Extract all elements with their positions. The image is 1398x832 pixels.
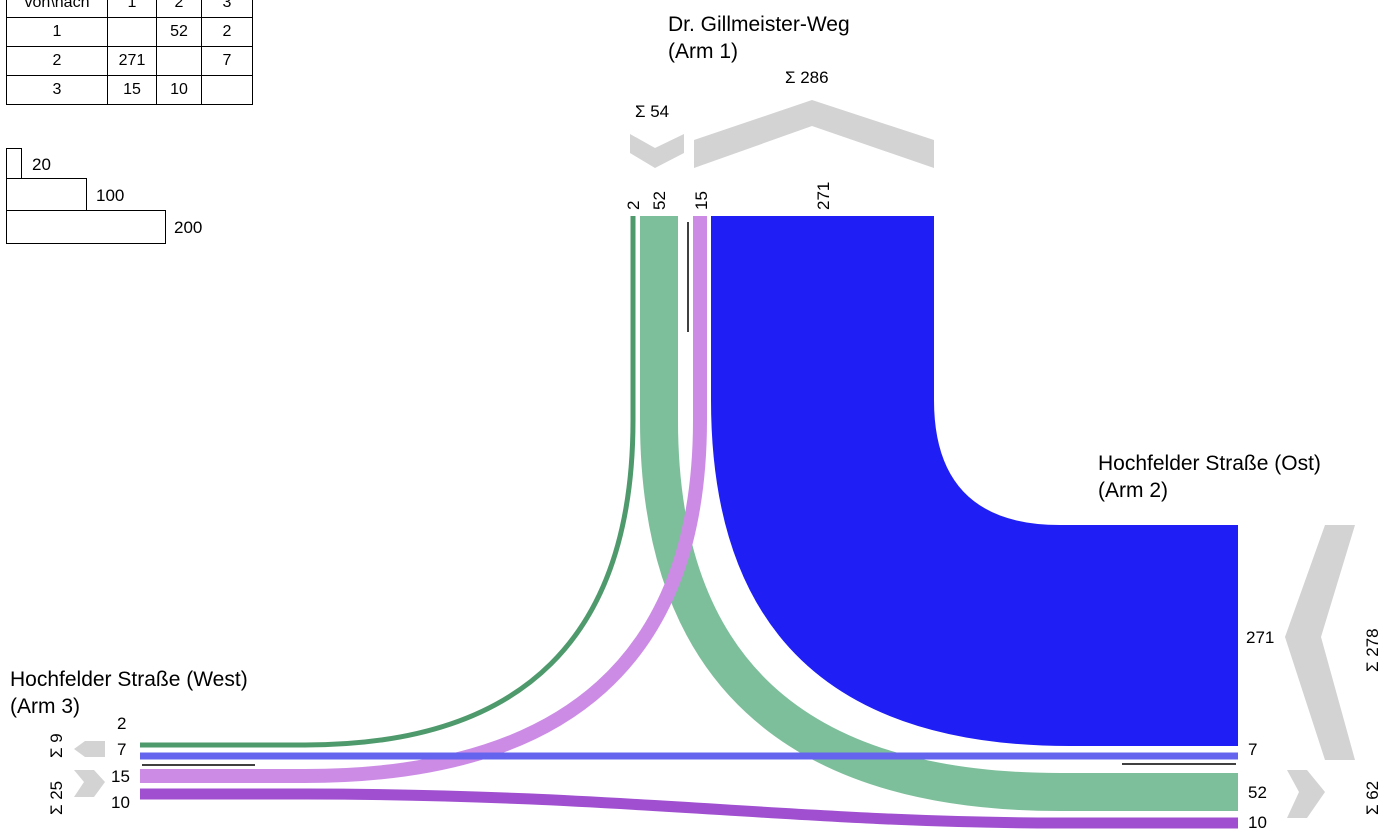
arm2-name: Hochfelder Straße (Ost) <box>1098 452 1321 475</box>
arm1-lane-label: 271 <box>814 182 833 210</box>
arm2-sum-in-label: Σ 278 <box>1363 628 1382 672</box>
arm1-lane-label: 15 <box>692 191 711 210</box>
arm3-lane-label: 15 <box>111 767 130 786</box>
table-cell: 10 <box>156 75 202 105</box>
table-row: 1 52 2 <box>6 17 253 47</box>
arm2-lane-label: 52 <box>1248 783 1267 802</box>
arm2-lane-label: 7 <box>1248 740 1257 759</box>
arm1-sum-in-label: Σ 286 <box>785 68 829 87</box>
flow-arm1-to-arm3 <box>140 216 636 748</box>
arm1-name: Dr. Gillmeister-Weg <box>668 13 850 36</box>
table-cell: 2 <box>201 17 253 47</box>
flow-arm3-to-arm1 <box>140 216 707 783</box>
table-cell: 15 <box>107 75 157 105</box>
scale-label-20: 20 <box>32 155 51 174</box>
flow-arm3-to-arm2 <box>140 788 1238 829</box>
arm3-sum-out-label: Σ 9 <box>47 733 66 758</box>
scale-label-100: 100 <box>96 186 125 205</box>
sum-arrow-arm2-in <box>1285 525 1355 760</box>
flow-arm1-to-arm2 <box>640 216 1238 811</box>
arm1-lane-label: 52 <box>650 191 669 210</box>
sum-arrow-arm2-out <box>1287 770 1325 818</box>
arm3-lane-label: 2 <box>117 714 126 733</box>
arm2-lane-label: 10 <box>1248 813 1267 832</box>
flow-arm2-to-arm1 <box>711 216 1238 746</box>
arm3-arm-label: (Arm 3) <box>10 695 80 718</box>
arm1-lane-label: 2 <box>624 201 643 210</box>
table-cell <box>201 75 253 105</box>
sum-arrow-arm1-in <box>694 100 934 168</box>
arm3-name: Hochfelder Straße (West) <box>10 668 248 691</box>
arm1-arm-label: (Arm 1) <box>668 40 738 63</box>
sum-arrow-arm3-out <box>74 741 105 757</box>
scale-label-200: 200 <box>174 218 203 237</box>
arm2-sum-out-label: Σ 62 <box>1363 781 1382 815</box>
arm3-sum-in-label: Σ 25 <box>47 781 66 815</box>
scale-box-200 <box>6 210 166 244</box>
table-cell: 271 <box>107 46 157 76</box>
sum-arrow-arm3-in <box>74 770 105 797</box>
arm2-lane-label: 271 <box>1246 628 1274 647</box>
arm3-lane-label: 10 <box>111 793 130 812</box>
table-cell: 3 <box>6 75 108 105</box>
arm1-sum-out-label: Σ 54 <box>635 102 669 121</box>
sum-arrow-arm1-out <box>630 134 684 168</box>
table-row: 3 15 10 <box>6 75 253 105</box>
arm3-lane-label: 7 <box>117 740 126 759</box>
table-header-row: von\nach 1 2 3 <box>6 0 253 18</box>
arm2-arm-label: (Arm 2) <box>1098 479 1168 502</box>
table-row: 2 271 7 <box>6 46 253 76</box>
scale-box-100 <box>6 178 87 212</box>
od-matrix-table: von\nach 1 2 3 1 52 2 2 271 7 3 15 10 <box>6 0 253 105</box>
